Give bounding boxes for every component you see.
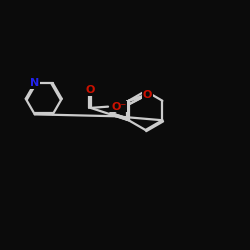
Text: N: N xyxy=(30,78,40,88)
Text: O⁻: O⁻ xyxy=(111,102,126,112)
Text: O: O xyxy=(86,85,95,95)
Text: O: O xyxy=(142,90,152,100)
